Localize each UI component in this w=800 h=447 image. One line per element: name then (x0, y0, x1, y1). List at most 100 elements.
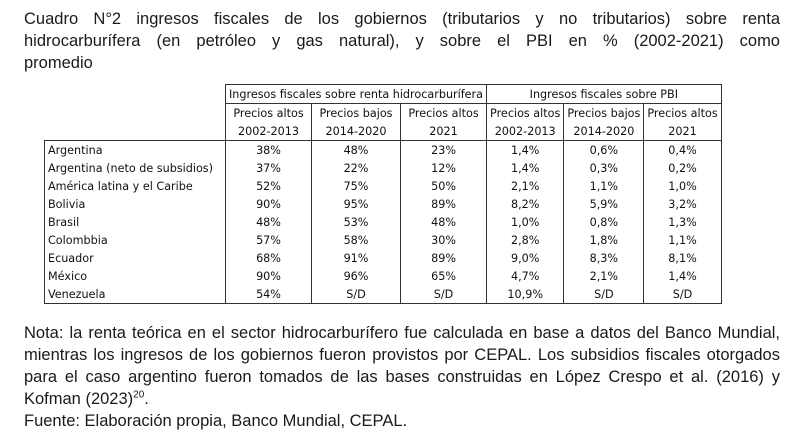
row-label: América latina y el Caribe (44, 177, 226, 195)
table-cell: 10,9% (486, 285, 565, 304)
table-cell: 8,3% (563, 249, 645, 267)
source-line: Fuente: Elaboración propia, Banco Mundia… (24, 412, 408, 430)
column-header: Precios altos (643, 103, 722, 122)
table-cell: 37% (225, 159, 312, 177)
table-cell: 3,2% (643, 195, 722, 213)
table-cell: 1,4% (486, 140, 565, 159)
column-header: Precios altos (225, 103, 312, 122)
footnote-ref: 20 (133, 389, 145, 401)
table-cell: 89% (399, 249, 488, 267)
table-cell: 1,3% (643, 213, 722, 231)
table-cell: 96% (311, 267, 401, 285)
table-cell: 58% (311, 231, 401, 249)
table-cell: 75% (311, 177, 401, 195)
table-row: Brasil 48% 53% 48% 1,0% 0,8% 1,3% (44, 213, 722, 231)
table-cell: 2,1% (563, 267, 645, 285)
fiscal-income-table: Ingresos fiscales sobre renta hidrocarbu… (44, 84, 722, 304)
caption-line-2: hidrocarburífera (en petróleo y gas natu… (24, 32, 780, 50)
row-label: Bolivia (44, 195, 226, 213)
table-cell: 89% (399, 195, 488, 213)
table-cell: 48% (399, 213, 488, 231)
table-cell: 8,1% (643, 249, 722, 267)
table-cell: 90% (225, 195, 312, 213)
column-header: Precios bajos (563, 103, 645, 122)
table-cell: 8,2% (486, 195, 565, 213)
table-cell: 52% (225, 177, 312, 195)
column-header: Precios altos (486, 103, 565, 122)
table-cell: 54% (225, 285, 312, 304)
note-text: Nota: la renta teórica en el sector hidr… (24, 324, 780, 408)
caption-line-1: Cuadro N°2 ingresos fiscales de los gobi… (24, 10, 780, 28)
table-cell: 0,6% (563, 140, 645, 159)
table-cell: 1,4% (643, 267, 722, 285)
group-header-row: Ingresos fiscales sobre renta hidrocarbu… (45, 84, 722, 104)
table-cell: 91% (311, 249, 401, 267)
table-cell: 0,3% (563, 159, 645, 177)
table-row: América latina y el Caribe 52% 75% 50% 2,1% 1… (44, 177, 722, 195)
table-cell: S/D (311, 285, 401, 304)
table-cell: 4,7% (486, 267, 565, 285)
table-cell: 1,0% (486, 213, 565, 231)
table-cell: 38% (225, 140, 312, 159)
table-cell: 12% (399, 159, 488, 177)
table-cell: 2,8% (486, 231, 565, 249)
column-period: 2014-2020 (563, 122, 645, 141)
table-cell: 48% (225, 213, 312, 231)
column-period: 2021 (399, 122, 488, 141)
table-cell: 68% (225, 249, 312, 267)
column-header-row-bottom: 2002-2013 2014-2020 2021 2002-2013 2014-… (45, 122, 722, 141)
table-cell: S/D (643, 285, 722, 304)
row-label: Venezuela (44, 285, 226, 304)
table-cell: S/D (399, 285, 488, 304)
table-cell: 57% (225, 231, 312, 249)
table-cell: 65% (399, 267, 488, 285)
table-row: Bolivia 90% 95% 89% 8,2% 5,9% 3,2% (44, 195, 722, 213)
table-cell: 1,1% (643, 231, 722, 249)
table-cell: 0,4% (643, 140, 722, 159)
row-label: México (44, 267, 226, 285)
column-period: 2002-2013 (486, 122, 565, 141)
row-label: Colombbia (44, 231, 226, 249)
table-cell: 1,4% (486, 159, 565, 177)
table-row: Colombbia 57% 58% 30% 2,8% 1,8% 1,1% (44, 231, 722, 249)
table-cell: 95% (311, 195, 401, 213)
table-cell: 1,0% (643, 177, 722, 195)
footnote: Nota: la renta teórica en el sector hidr… (24, 322, 780, 432)
column-period: 2014-2020 (311, 122, 401, 141)
table-cell: 30% (399, 231, 488, 249)
caption-line-3: promedio (24, 54, 93, 72)
table-cell: 22% (311, 159, 401, 177)
row-label: Brasil (44, 213, 226, 231)
table-row: Venezuela 54% S/D S/D 10,9% S/D S/D (44, 285, 722, 304)
note-end: . (144, 390, 149, 408)
row-label: Argentina (44, 140, 226, 159)
table-cell: 2,1% (486, 177, 565, 195)
row-label: Ecuador (44, 249, 226, 267)
corner-cell (45, 85, 226, 104)
group-header-pbi: Ingresos fiscales sobre PBI (486, 84, 722, 104)
table-cell: 0,8% (563, 213, 645, 231)
table-cell: 1,8% (563, 231, 645, 249)
column-header-row-top: Precios altos Precios bajos Precios alto… (45, 103, 722, 122)
table-cell: 90% (225, 267, 312, 285)
table-body: Argentina 38% 48% 23% 1,4% 0,6% 0,4% Argentina … (44, 140, 722, 304)
table-row: Argentina 38% 48% 23% 1,4% 0,6% 0,4% (44, 140, 722, 159)
table-cell: 9,0% (486, 249, 565, 267)
table-cell: 48% (311, 140, 401, 159)
column-header: Precios altos (399, 103, 488, 122)
table-row: Ecuador 68% 91% 89% 9,0% 8,3% 8,1% (44, 249, 722, 267)
row-label: Argentina (neto de subsidios) (44, 159, 226, 177)
table-row: México 90% 96% 65% 4,7% 2,1% 1,4% (44, 267, 722, 285)
table-cell: 53% (311, 213, 401, 231)
group-header-renta: Ingresos fiscales sobre renta hidrocarbu… (224, 84, 488, 104)
table-cell: 5,9% (563, 195, 645, 213)
table-cell: 1,1% (563, 177, 645, 195)
column-period: 2021 (643, 122, 722, 141)
table-caption: Cuadro N°2 ingresos fiscales de los gobi… (24, 8, 780, 74)
table-row: Argentina (neto de subsidios) 37% 22% 12% 1,… (44, 159, 722, 177)
column-header: Precios bajos (311, 103, 401, 122)
column-period: 2002-2013 (225, 122, 312, 141)
table-cell: 50% (399, 177, 488, 195)
table-cell: S/D (563, 285, 645, 304)
